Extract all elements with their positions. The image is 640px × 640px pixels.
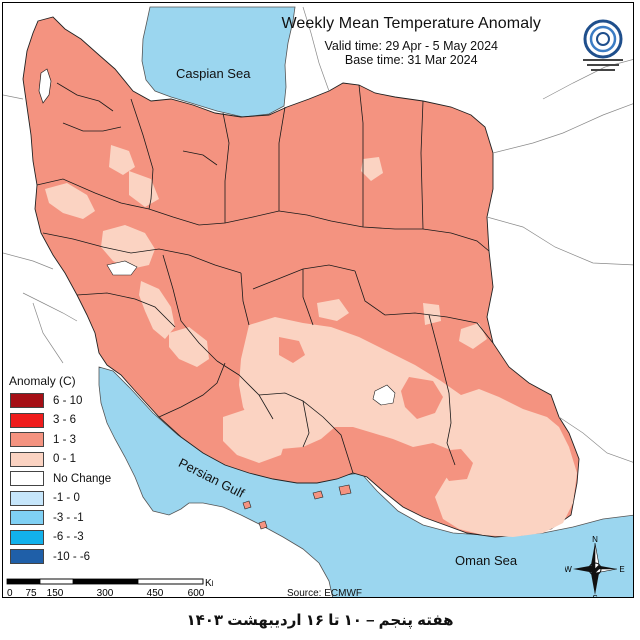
legend-swatch xyxy=(10,529,44,545)
oman-sea-label: Oman Sea xyxy=(455,553,518,568)
legend-label: -3 - -1 xyxy=(53,511,84,524)
map-frame: Weekly Mean Temperature Anomaly Valid ti… xyxy=(2,2,634,598)
province-boundaries xyxy=(36,82,494,474)
scale-bar: 0 75 150 300 450 600 Km xyxy=(6,578,213,598)
anomaly-1-3-islands xyxy=(279,337,473,481)
legend-swatch xyxy=(10,510,44,526)
legend-items: 6 - 10 3 - 6 1 - 3 0 - 1 No Change -1 - 0 -3 -… xyxy=(7,391,127,567)
compass-rose-icon: N S W E xyxy=(565,535,625,598)
map-title: Weekly Mean Temperature Anomaly xyxy=(281,15,541,32)
legend-label: 0 - 1 xyxy=(53,453,77,466)
legend-item: 0 - 1 xyxy=(7,450,127,470)
scale-tick-0: 0 xyxy=(7,588,13,598)
legend-swatch xyxy=(10,432,44,448)
legend-label: No Change xyxy=(53,472,112,485)
legend-label: -10 - -6 xyxy=(53,550,91,563)
gulf-islands xyxy=(242,484,352,530)
caspian-sea xyxy=(141,6,296,118)
legend-label: 1 - 3 xyxy=(53,433,77,446)
legend-swatch xyxy=(10,549,44,565)
legend-label: 3 - 6 xyxy=(53,414,77,427)
valid-time: Valid time: 29 Apr - 5 May 2024 xyxy=(324,39,498,53)
legend-item: 6 - 10 xyxy=(7,391,127,411)
persian-caption: هفته پنجم – ۱۰ تا ۱۶ اردیبهشت ۱۴۰۳ xyxy=(186,612,454,629)
legend-item: 1 - 3 xyxy=(7,430,127,450)
compass-w: W xyxy=(565,565,572,574)
legend-label: -1 - 0 xyxy=(53,492,80,505)
legend-label: 6 - 10 xyxy=(53,394,83,407)
caspian-sea-label: Caspian Sea xyxy=(176,66,251,81)
scale-tick-450: 450 xyxy=(147,588,164,598)
legend-swatch xyxy=(10,471,44,487)
neighbor-borders xyxy=(3,6,633,463)
scale-tick-300: 300 xyxy=(97,588,114,598)
legend-title: Anomaly (C) xyxy=(9,374,76,388)
scale-tick-150: 150 xyxy=(47,588,64,598)
legend-swatch xyxy=(10,490,44,506)
legend: Anomaly (C) 6 - 10 3 - 6 1 - 3 0 - 1 No Chan… xyxy=(7,374,127,567)
legend-item: 3 - 6 xyxy=(7,411,127,431)
compass-s: S xyxy=(592,594,597,598)
legend-item: -3 - -1 xyxy=(7,508,127,528)
legend-swatch xyxy=(10,412,44,428)
base-time: Base time: 31 Mar 2024 xyxy=(344,53,478,67)
legend-swatch xyxy=(10,393,44,409)
map-title-block: Weekly Mean Temperature Anomaly Valid ti… xyxy=(281,15,541,67)
legend-item: No Change xyxy=(7,469,127,489)
source-credit: Source: ECMWF xyxy=(287,588,363,598)
compass-e: E xyxy=(619,565,624,574)
legend-item: -1 - 0 xyxy=(7,489,127,509)
no-change-zones xyxy=(106,260,396,406)
scale-tick-75: 75 xyxy=(25,588,37,598)
legend-label: -6 - -3 xyxy=(53,531,84,544)
legend-item: -10 - -6 xyxy=(7,547,127,567)
lake-urmia xyxy=(38,68,52,104)
legend-item: -6 - -3 xyxy=(7,528,127,548)
scale-tick-600: 600 xyxy=(188,588,205,598)
org-logo-icon xyxy=(583,19,623,71)
anomaly-map xyxy=(3,6,633,597)
compass-n: N xyxy=(592,535,598,544)
anomaly-0-1-zones xyxy=(45,145,577,537)
legend-swatch xyxy=(10,451,44,467)
scale-unit: Km xyxy=(205,578,213,589)
